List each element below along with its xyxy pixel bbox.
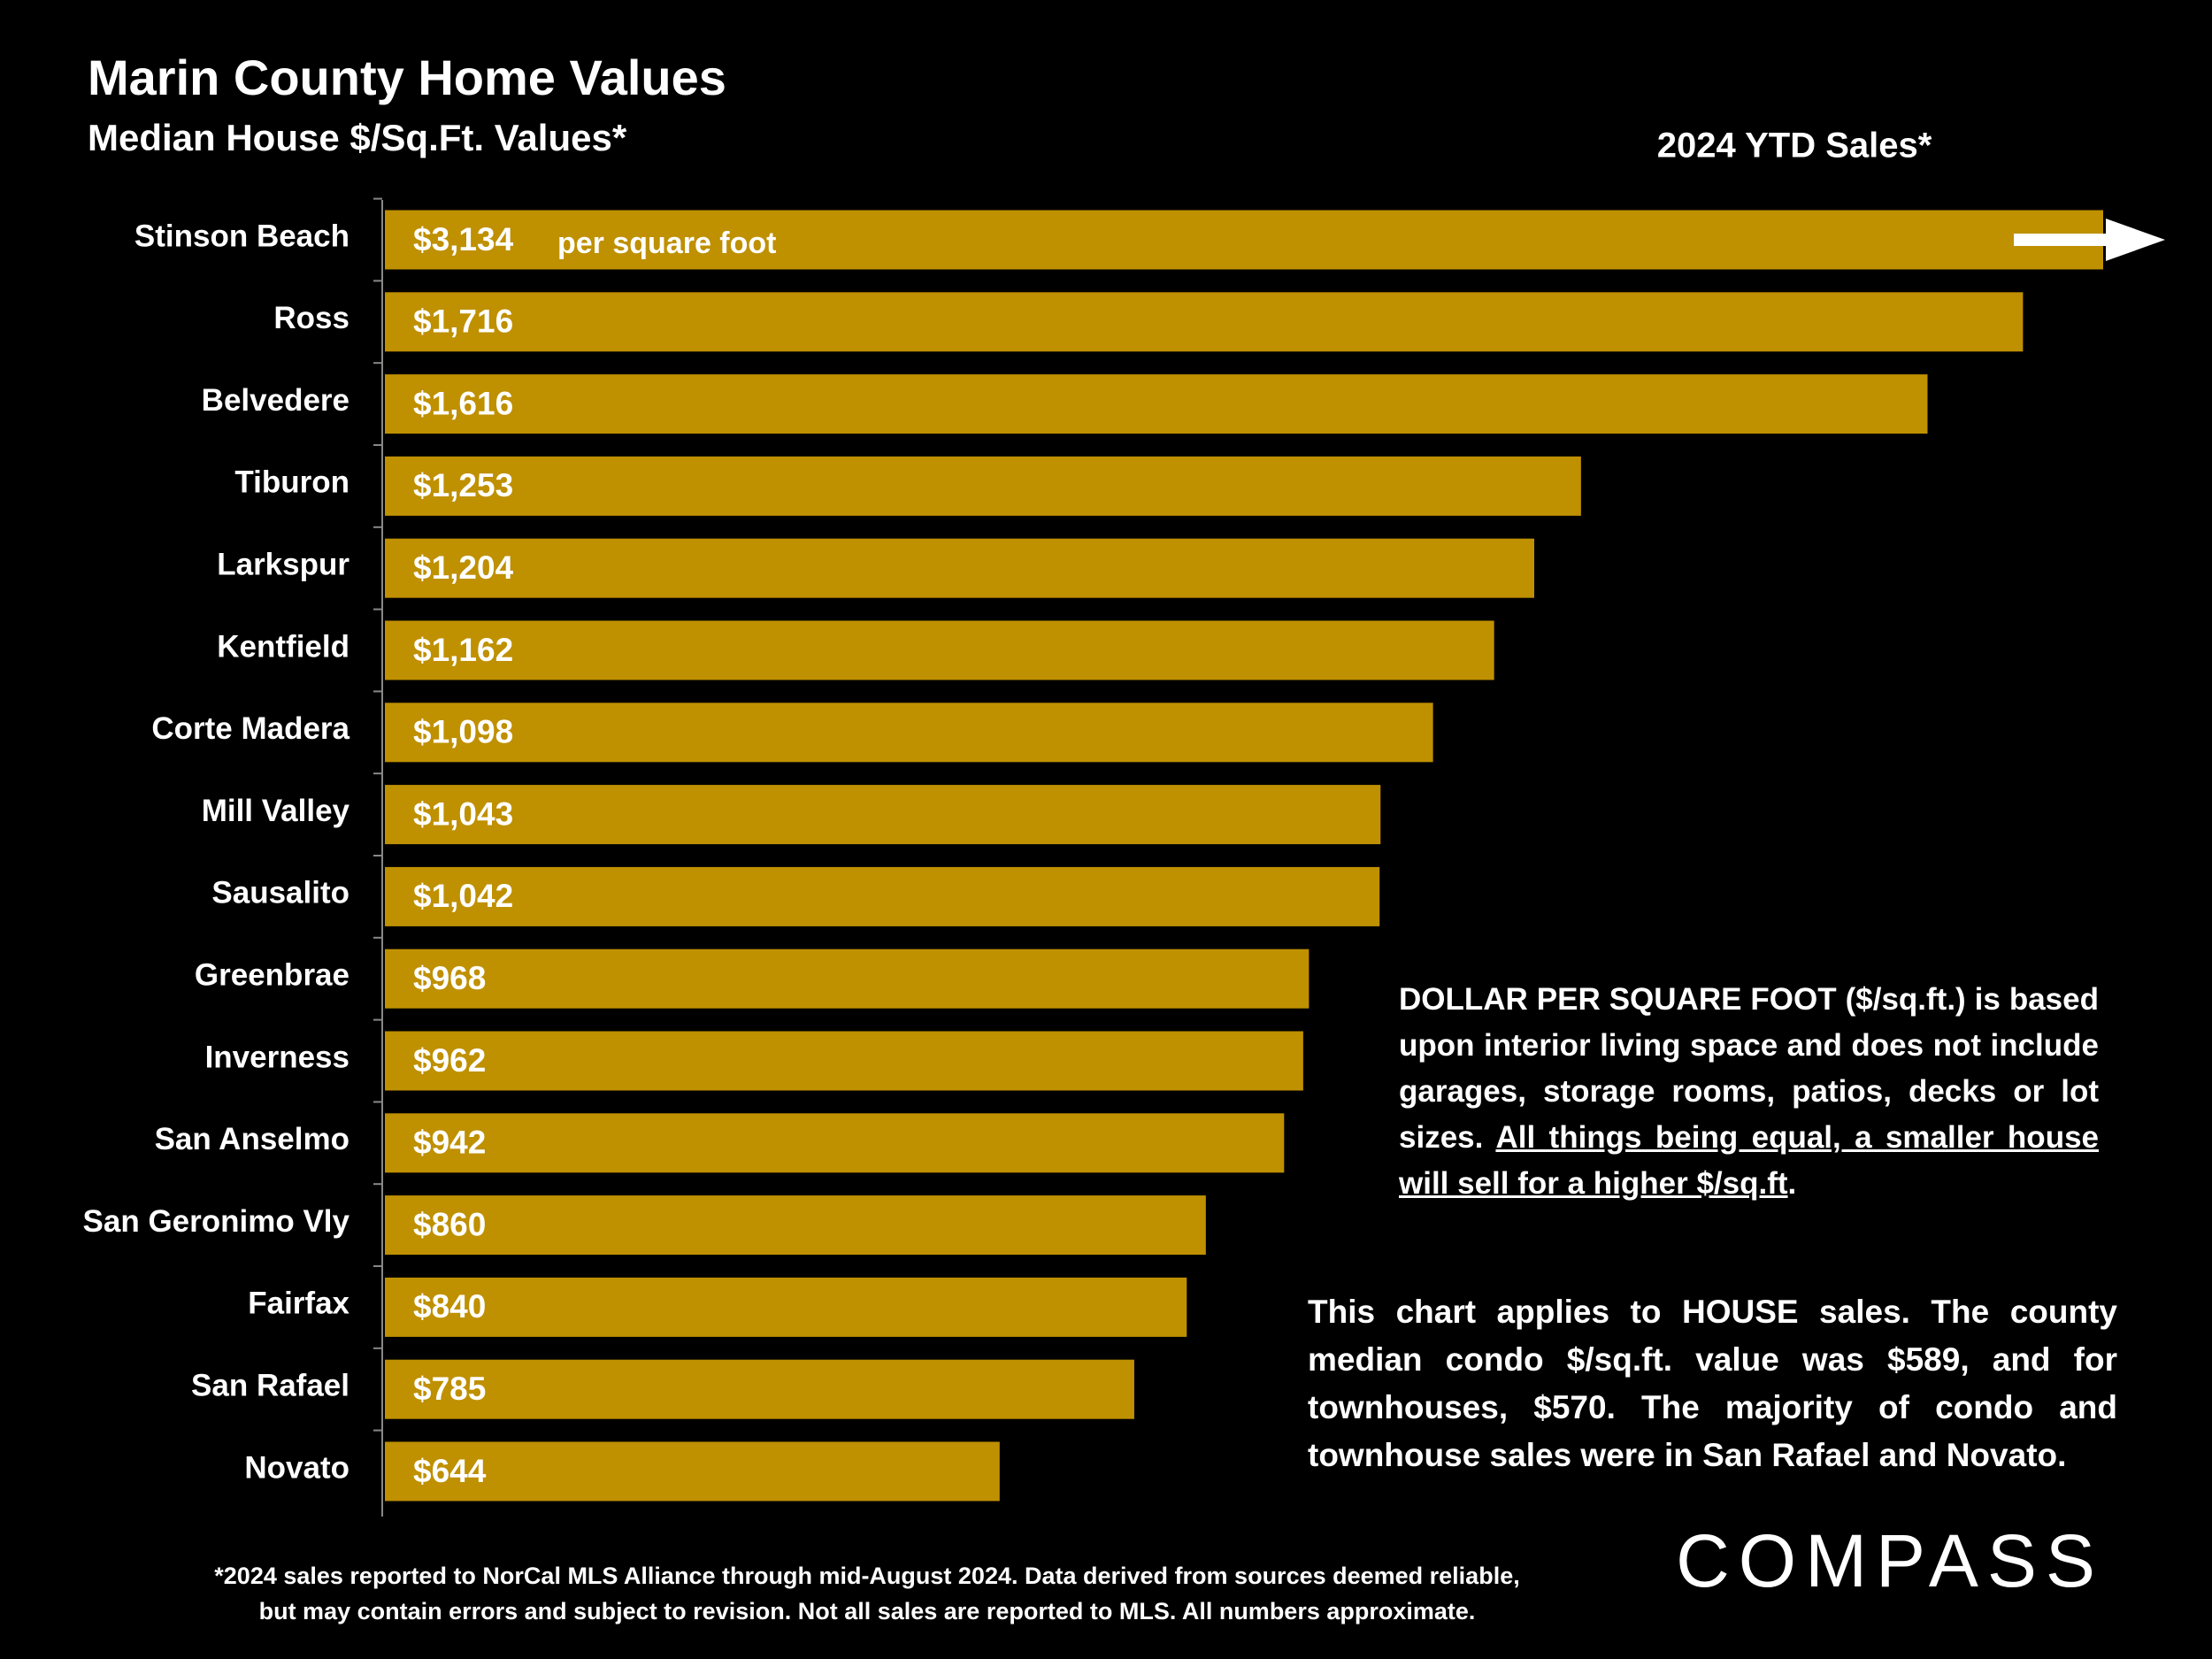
value-label: $1,253 — [413, 467, 513, 503]
logo: COMPASS — [1676, 1519, 2104, 1602]
bar — [385, 1195, 1206, 1256]
chart-title: Marin County Home Values — [88, 50, 726, 105]
annotation: per square foot — [557, 227, 776, 260]
bar — [385, 866, 1380, 926]
value-label: $1,616 — [413, 385, 513, 421]
value-label: $785 — [413, 1371, 486, 1407]
category-label: Mill Valley — [202, 794, 350, 828]
arrow — [2014, 219, 2165, 261]
bar — [385, 1441, 1000, 1502]
category-label: San Rafael — [191, 1368, 349, 1402]
category-label: Corte Madera — [151, 711, 349, 746]
value-label: $1,162 — [413, 632, 513, 668]
value-label: $968 — [413, 960, 486, 996]
category-label: San Geronimo Vly — [83, 1204, 350, 1239]
value-label: $1,043 — [413, 795, 513, 832]
category-label: Greenbrae — [195, 957, 349, 992]
value-label: $1,098 — [413, 714, 513, 750]
note-end: . — [1787, 1166, 1797, 1201]
bar — [385, 1277, 1187, 1337]
value-label: $1,042 — [413, 878, 513, 914]
category-label: Kentfield — [217, 629, 349, 664]
note-1: DOLLAR PER SQUARE FOOT ($/sq.ft.) is bas… — [1399, 977, 2099, 1207]
value-label: $840 — [413, 1288, 486, 1325]
bar — [385, 785, 1381, 845]
category-label: Belvedere — [202, 383, 349, 418]
note-underlined: All things being equal, a smaller house … — [1399, 1120, 2099, 1201]
bar — [385, 620, 1494, 680]
value-label: $644 — [413, 1453, 487, 1489]
value-label: $860 — [413, 1206, 486, 1242]
category-label: Tiburon — [234, 465, 349, 500]
footnote: but may contain errors and subject to re… — [258, 1598, 1476, 1624]
bar — [385, 374, 1928, 434]
bar — [385, 292, 2024, 352]
bar — [385, 1031, 1303, 1091]
bar — [385, 456, 1581, 516]
bar — [385, 1113, 1285, 1173]
value-label: $942 — [413, 1125, 486, 1161]
footnote: *2024 sales reported to NorCal MLS Allia… — [214, 1563, 1520, 1589]
header: 2024 YTD Sales* — [1657, 127, 1932, 165]
category-label: Ross — [273, 301, 349, 335]
value-label: $962 — [413, 1042, 486, 1079]
value-label: $1,716 — [413, 303, 513, 340]
category-label: Sausalito — [211, 876, 349, 910]
value-label: $3,134 — [413, 221, 514, 257]
note-text: DOLLAR PER SQUARE FOOT ($/sq.ft.) is bas… — [1399, 982, 2099, 1155]
category-label: Fairfax — [248, 1286, 349, 1321]
category-label: San Anselmo — [155, 1122, 349, 1156]
category-label: Novato — [244, 1450, 349, 1485]
bar — [385, 703, 1433, 763]
bar — [385, 1359, 1134, 1419]
category-label: Stinson Beach — [134, 219, 349, 253]
bar — [385, 538, 1534, 598]
note-2: This chart applies to HOUSE sales. The c… — [1308, 1294, 2117, 1473]
category-label: Inverness — [205, 1040, 349, 1074]
value-label: $1,204 — [413, 549, 514, 586]
chart-subtitle: Median House $/Sq.Ft. Values* — [88, 117, 627, 158]
bar — [385, 949, 1310, 1009]
bar — [385, 210, 2103, 270]
category-label: Larkspur — [217, 547, 349, 581]
bars — [385, 210, 2103, 1502]
